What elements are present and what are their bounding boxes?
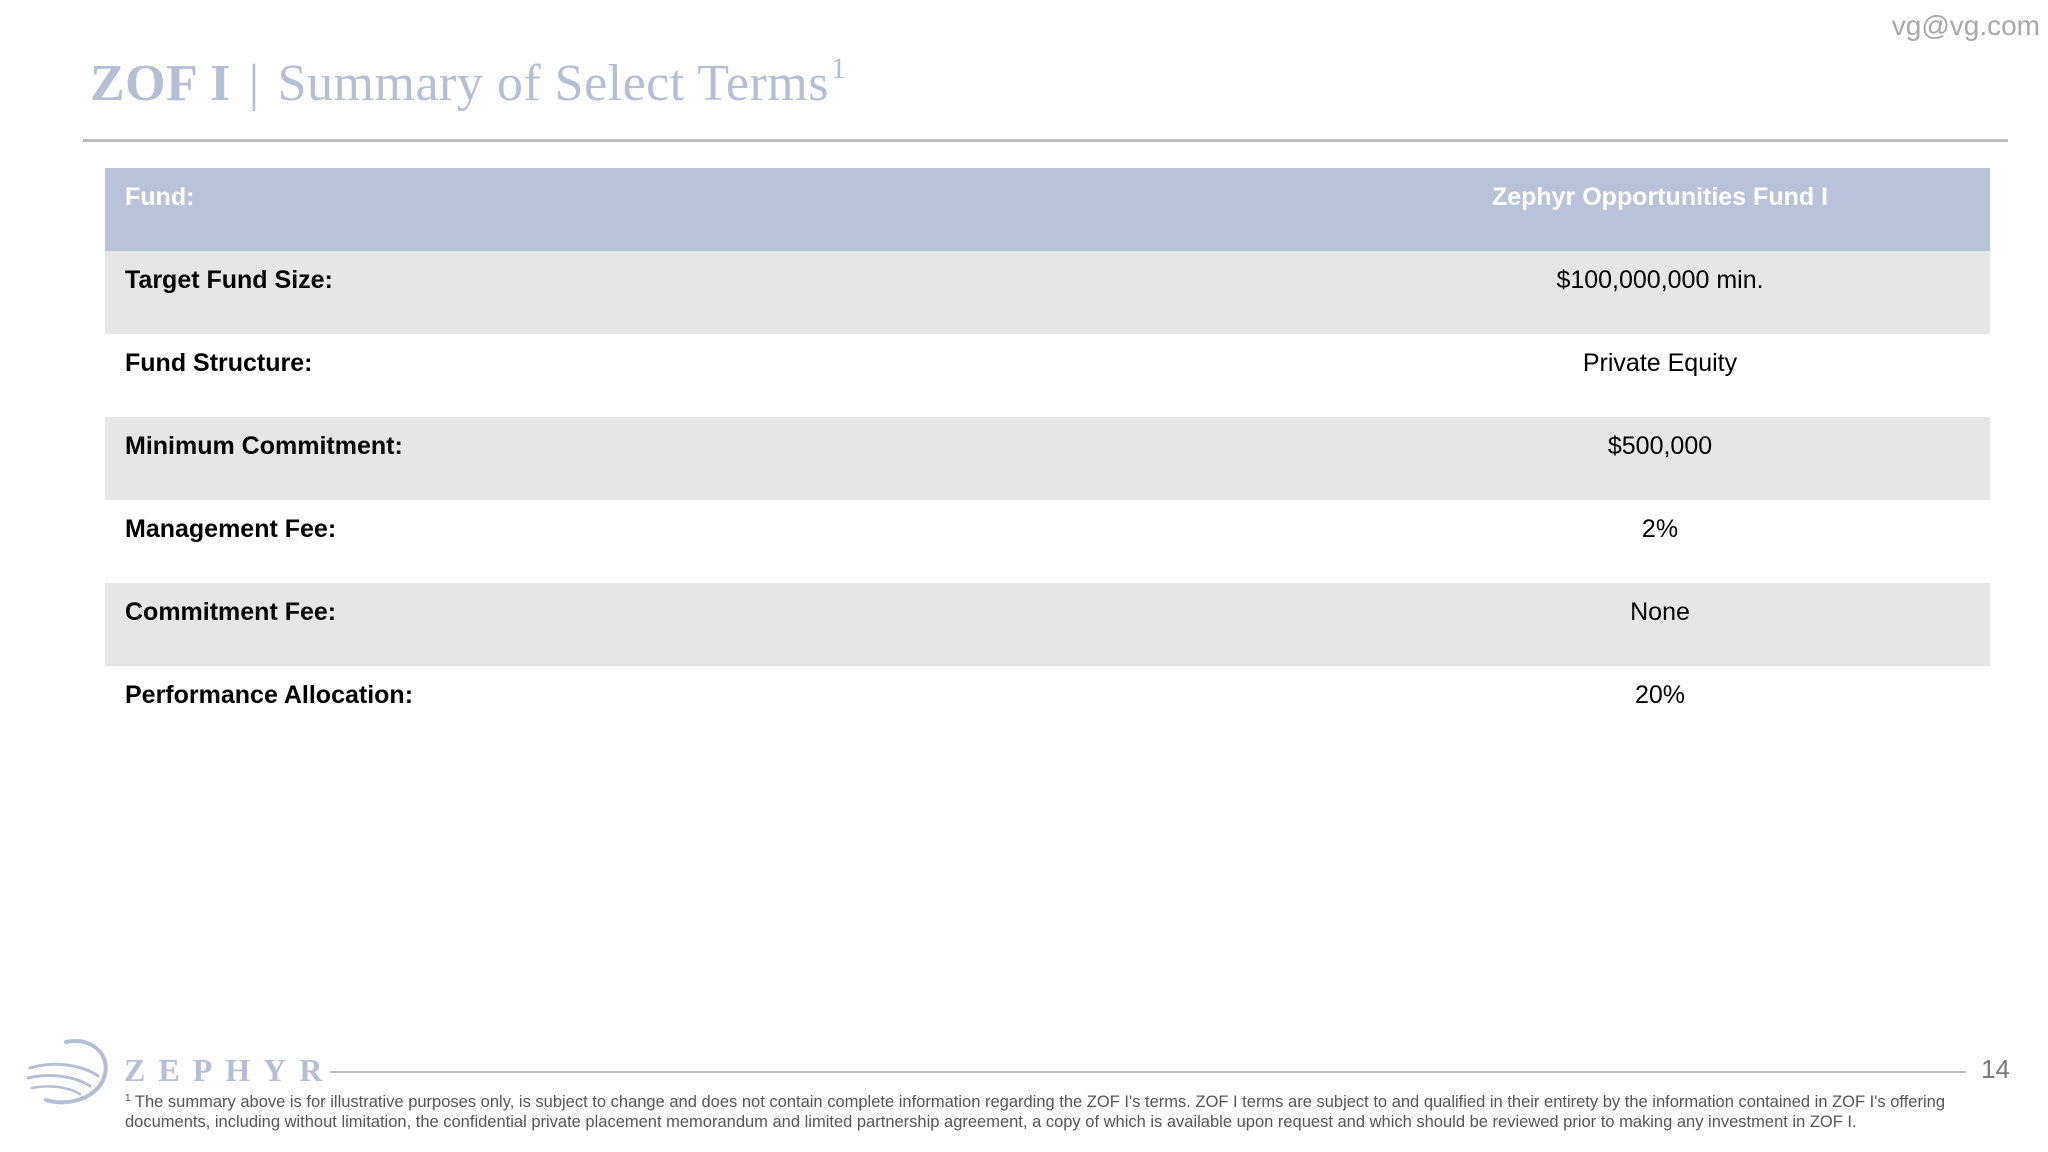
table-row: Fund: Zephyr Opportunities Fund I bbox=[105, 168, 1990, 251]
term-value: Private Equity bbox=[1582, 349, 1738, 377]
term-label: Minimum Commitment: bbox=[125, 432, 403, 460]
title-divider bbox=[83, 139, 2008, 142]
watermark-email: vg@vg.com bbox=[1891, 10, 2040, 41]
term-label: Management Fee: bbox=[125, 515, 337, 543]
footer-divider bbox=[330, 1071, 1966, 1073]
logo-wordmark: ZEPHYR bbox=[124, 1052, 336, 1088]
title-subject: Summary of Select Terms bbox=[277, 55, 829, 112]
title-footnote-marker: 1 bbox=[830, 52, 847, 85]
table-row: Commitment Fee: None bbox=[105, 583, 1990, 666]
wind-swirl-logo-icon bbox=[26, 1039, 108, 1105]
footnote: 1 The summary above is for illustrative … bbox=[125, 1089, 1945, 1132]
footnote-marker: 1 bbox=[125, 1093, 131, 1104]
table-row: Performance Allocation: 20% bbox=[105, 666, 1990, 749]
table-row: Target Fund Size: $100,000,000 min. bbox=[105, 251, 1990, 334]
table-row: Management Fee: 2% bbox=[105, 500, 1990, 583]
term-value: 2% bbox=[1641, 515, 1679, 543]
term-label: Commitment Fee: bbox=[125, 598, 337, 626]
page-title: ZOF I | Summary of Select Terms1 bbox=[90, 52, 846, 113]
term-label: Fund: bbox=[125, 183, 195, 211]
term-value: None bbox=[1630, 598, 1690, 626]
term-value: 20% bbox=[1634, 681, 1686, 709]
term-label: Fund Structure: bbox=[125, 349, 313, 377]
term-value: Zephyr Opportunities Fund I bbox=[1491, 183, 1829, 211]
title-fund-name: ZOF I bbox=[90, 55, 231, 112]
term-label: Performance Allocation: bbox=[125, 681, 414, 709]
terms-table: Fund: Zephyr Opportunities Fund I Target… bbox=[105, 168, 1990, 749]
term-value: $500,000 bbox=[1607, 432, 1713, 460]
footnote-text: The summary above is for illustrative pu… bbox=[125, 1093, 1945, 1131]
page-number: 14 bbox=[1981, 1054, 2010, 1084]
term-label: Target Fund Size: bbox=[125, 266, 333, 294]
table-row: Minimum Commitment: $500,000 bbox=[105, 417, 1990, 500]
table-row: Fund Structure: Private Equity bbox=[105, 334, 1990, 417]
title-separator: | bbox=[248, 55, 260, 112]
term-value: $100,000,000 min. bbox=[1556, 266, 1764, 294]
